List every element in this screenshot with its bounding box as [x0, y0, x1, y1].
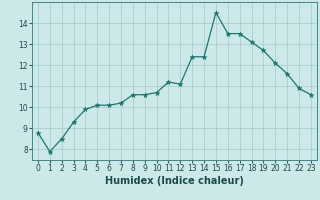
X-axis label: Humidex (Indice chaleur): Humidex (Indice chaleur): [105, 176, 244, 186]
